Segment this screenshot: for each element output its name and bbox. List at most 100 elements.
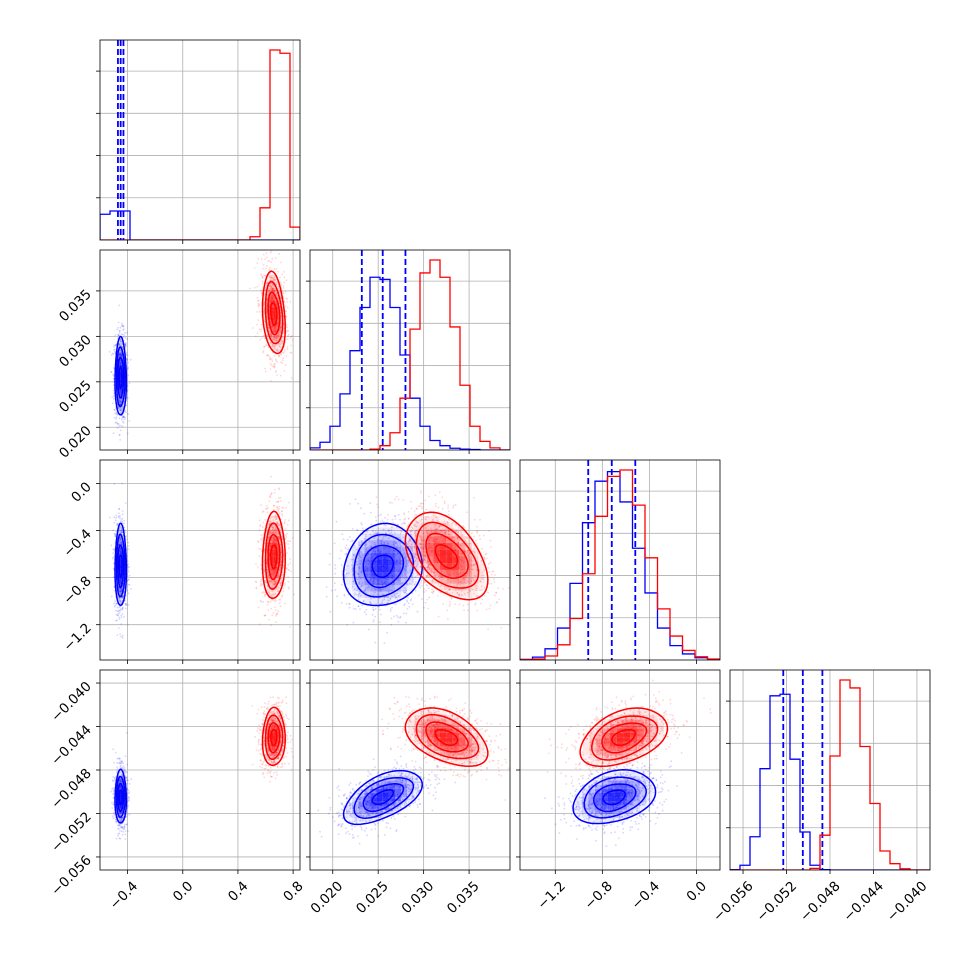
histogram-series (100, 49, 300, 240)
scatter-point (120, 529, 122, 532)
scatter-point (369, 602, 372, 604)
scatter-point (121, 405, 124, 408)
scatter-point (423, 606, 425, 609)
scatter-point (125, 345, 127, 347)
scatter-point (120, 341, 123, 344)
density-cell (120, 533, 122, 541)
scatter-point (380, 540, 383, 542)
scatter-point (117, 451, 119, 453)
scatter-point (261, 280, 264, 283)
scatter-point (120, 350, 122, 353)
scatter-point (266, 264, 268, 267)
scatter-point (290, 344, 292, 347)
scatter-point (391, 589, 393, 591)
scatter-point (119, 600, 122, 602)
scatter-point (387, 599, 389, 602)
density-cell (116, 585, 118, 592)
contour-line (117, 544, 125, 589)
scatter-point (267, 600, 270, 603)
scatter-point (269, 282, 272, 285)
scatter-point (118, 612, 121, 614)
scatter-point (266, 281, 269, 284)
density-cell (118, 395, 120, 402)
scatter-point (413, 556, 416, 559)
density-cell (279, 288, 281, 295)
scatter-point (357, 595, 360, 597)
scatter-point (120, 340, 123, 343)
scatter-point (283, 553, 285, 556)
scatter-point (373, 537, 376, 540)
scatter-point (403, 552, 406, 554)
density-cell (263, 300, 265, 308)
scatter-point (285, 567, 288, 569)
density-cell (272, 275, 274, 282)
scatter-point (117, 610, 120, 613)
scatter-point (260, 538, 262, 540)
density-cell (122, 346, 124, 353)
scatter-point (279, 598, 282, 601)
scatter-point (278, 488, 280, 491)
scatter-point (275, 609, 277, 611)
scatter-point (122, 416, 125, 419)
scatter-point (286, 348, 289, 351)
scatter-point (388, 537, 390, 540)
scatter-point (260, 273, 262, 275)
scatter-point (387, 529, 390, 532)
scatter-point (269, 517, 272, 520)
scatter-point (127, 541, 130, 544)
scatter-point (111, 396, 114, 398)
scatter-point (264, 274, 266, 277)
scatter-point (120, 587, 122, 590)
scatter-point (272, 365, 275, 368)
scatter-point (282, 587, 285, 590)
x-tick-label: −0.048 (797, 878, 844, 925)
scatter-point (286, 326, 288, 329)
scatter-point (116, 422, 119, 425)
density-cell (272, 332, 274, 340)
scatter-point (120, 333, 123, 336)
scatter-point (348, 602, 351, 605)
scatter-point (122, 415, 124, 418)
scatter-point (120, 541, 123, 544)
scatter-point (125, 538, 128, 541)
scatter-point (280, 561, 282, 564)
scatter-point (278, 569, 281, 572)
density-cell (282, 320, 285, 327)
scatter-point (289, 562, 292, 565)
scatter-point (116, 413, 119, 416)
scatter-point (280, 556, 283, 559)
scatter-point (381, 519, 384, 522)
scatter-point (266, 298, 268, 300)
scatter-point (113, 521, 116, 524)
scatter-point (400, 560, 403, 562)
scatter-point (116, 523, 119, 525)
scatter-point (271, 526, 274, 529)
density-cell (118, 597, 120, 605)
scatter-point (268, 259, 271, 262)
density-cell (270, 339, 273, 346)
density-cell (277, 570, 280, 577)
scatter-point (262, 600, 265, 603)
density-cell (282, 570, 285, 577)
scatter-point (127, 569, 130, 571)
scatter-point (374, 547, 377, 550)
scatter-point (359, 544, 361, 546)
scatter-point (374, 543, 377, 546)
scatter-point (257, 300, 259, 302)
scatter-point (262, 591, 264, 593)
scatter-point (278, 602, 281, 604)
scatter-point (274, 517, 277, 519)
scatter-point (423, 558, 425, 560)
scatter-point (387, 543, 390, 545)
scatter-point (354, 573, 357, 575)
scatter-point (114, 344, 117, 347)
scatter-point (270, 261, 273, 264)
scatter-point (282, 332, 285, 334)
scatter-point (363, 512, 366, 515)
scatter-point (360, 586, 362, 588)
scatter-point (125, 404, 128, 407)
scatter-point (344, 553, 347, 556)
scatter-point (275, 358, 277, 360)
x-tick-label: −0.040 (884, 878, 931, 925)
scatter-point (119, 517, 121, 520)
